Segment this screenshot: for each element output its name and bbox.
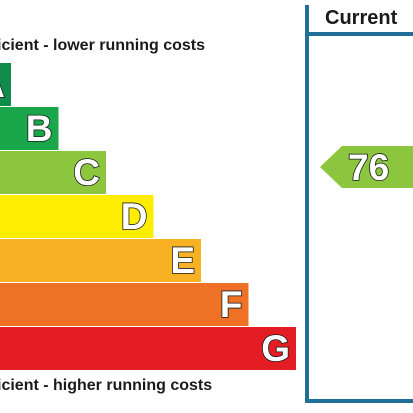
current-column-header: Current [325, 7, 398, 29]
band-letter-e: E [170, 240, 195, 281]
band-bar-g [0, 327, 296, 370]
band-letter-b: B [26, 108, 53, 149]
band-letter-f: F [220, 284, 243, 325]
band-letter-c: C [73, 152, 100, 193]
bottom-caption: icient - higher running costs [0, 377, 212, 394]
band-bar-b [0, 107, 59, 150]
band-bar-d [0, 195, 154, 238]
band-letter-a: A [0, 64, 5, 105]
current-column: Current [305, 5, 413, 403]
current-rating-marker: 76 [320, 146, 413, 189]
band-bar-c [0, 151, 106, 194]
band-bar-a [0, 63, 11, 106]
band-bar-f [0, 283, 249, 326]
rating-bands: ABCDEFG [0, 63, 296, 370]
band-letter-d: D [121, 196, 148, 237]
top-caption: icient - lower running costs [0, 37, 205, 54]
band-bar-e [0, 239, 201, 282]
current-rating-value: 76 [348, 147, 389, 188]
current-rating-arrow [320, 146, 413, 188]
band-letter-g: G [261, 328, 290, 369]
